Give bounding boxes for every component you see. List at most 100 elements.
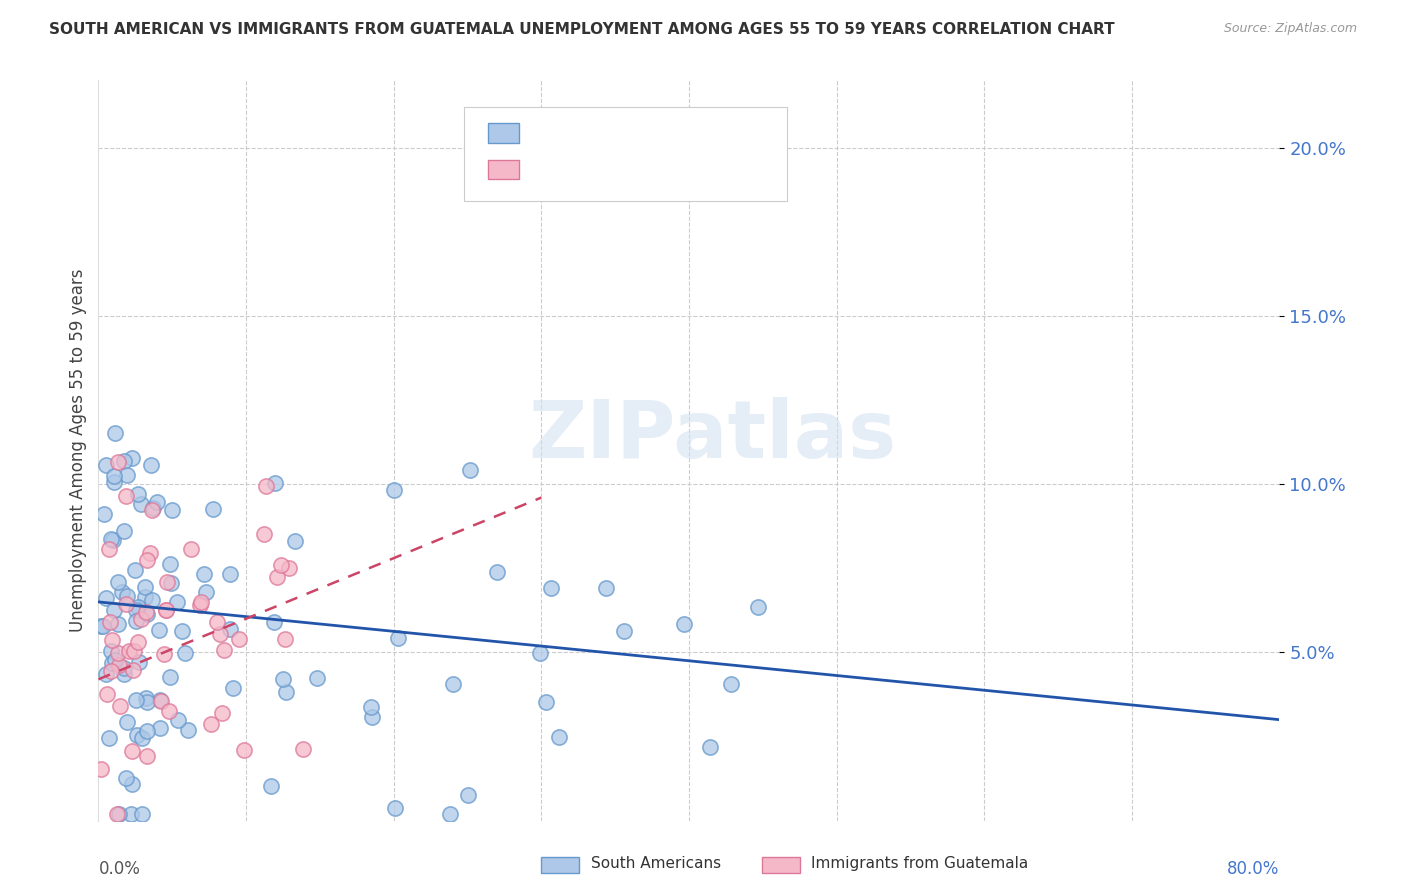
Text: R =: R = (533, 160, 567, 175)
Point (112, 661, 135, 675)
Point (121, 777, 143, 791)
Text: 97: 97 (685, 123, 706, 138)
Point (94, 591, 117, 606)
Point (219, 566, 242, 581)
Point (98, 615, 121, 629)
Point (292, 742, 315, 756)
Point (112, 524, 135, 539)
Point (200, 717, 222, 731)
Point (146, 495, 169, 509)
Point (228, 632, 250, 647)
Point (384, 483, 406, 497)
Point (384, 800, 406, 814)
Point (135, 605, 157, 619)
Text: N =: N = (638, 123, 682, 138)
Point (278, 561, 301, 575)
Text: South Americans: South Americans (591, 856, 721, 871)
Point (360, 700, 382, 714)
Point (103, 475, 125, 490)
Point (103, 603, 125, 617)
Point (107, 455, 129, 469)
Point (212, 642, 235, 657)
Point (124, 614, 146, 628)
Point (361, 710, 384, 724)
Point (274, 632, 297, 647)
Point (131, 806, 153, 821)
Point (167, 713, 190, 727)
Point (270, 558, 292, 572)
Point (115, 597, 138, 611)
Point (127, 487, 149, 501)
Point (276, 685, 298, 699)
Point (136, 749, 159, 764)
Point (120, 806, 142, 821)
Point (107, 575, 129, 590)
Point (142, 500, 165, 515)
Point (260, 779, 283, 793)
Point (595, 581, 617, 595)
Point (108, 698, 131, 713)
Point (129, 497, 152, 511)
Point (127, 635, 149, 649)
Point (108, 657, 131, 672)
Point (441, 677, 464, 691)
Point (160, 576, 183, 591)
Point (156, 574, 179, 589)
Point (547, 731, 569, 745)
Point (271, 672, 294, 686)
Point (149, 694, 172, 708)
Point (190, 594, 212, 608)
Point (124, 563, 146, 577)
Point (122, 644, 145, 658)
Point (141, 502, 163, 516)
Point (94, 666, 117, 681)
Point (534, 695, 557, 709)
Text: Source: ZipAtlas.com: Source: ZipAtlas.com (1223, 22, 1357, 36)
Point (699, 739, 721, 754)
Point (152, 647, 174, 661)
Point (112, 667, 135, 681)
Point (125, 603, 148, 617)
Point (157, 704, 180, 718)
Point (128, 655, 150, 669)
Point (177, 723, 200, 738)
Point (222, 681, 245, 696)
Text: N =: N = (638, 160, 682, 175)
Point (100, 632, 122, 647)
Point (263, 615, 285, 629)
Point (100, 656, 122, 670)
Point (159, 558, 181, 572)
Text: -0.214: -0.214 (568, 123, 623, 138)
Point (170, 624, 193, 638)
Point (193, 566, 215, 581)
Point (457, 788, 479, 802)
Point (100, 533, 122, 547)
Point (305, 671, 328, 685)
Point (103, 469, 125, 483)
Point (136, 723, 159, 738)
Point (121, 744, 143, 758)
Text: Immigrants from Guatemala: Immigrants from Guatemala (811, 856, 1029, 871)
Point (93, 508, 115, 522)
Point (90, 619, 112, 633)
Point (91, 619, 114, 633)
Point (127, 599, 149, 614)
Point (134, 580, 156, 594)
Point (97, 541, 120, 556)
Point (529, 646, 551, 660)
Point (233, 743, 256, 757)
Point (107, 806, 129, 821)
Point (209, 627, 232, 641)
Point (155, 603, 177, 617)
Point (149, 693, 172, 707)
Point (111, 584, 134, 599)
Point (134, 591, 156, 605)
Point (387, 631, 409, 645)
Point (149, 721, 172, 735)
Point (101, 533, 124, 547)
Point (96, 687, 118, 701)
Point (174, 646, 197, 660)
Text: 80.0%: 80.0% (1227, 860, 1279, 878)
Y-axis label: Unemployment Among Ages 55 to 59 years: Unemployment Among Ages 55 to 59 years (69, 268, 87, 632)
Point (112, 453, 135, 467)
